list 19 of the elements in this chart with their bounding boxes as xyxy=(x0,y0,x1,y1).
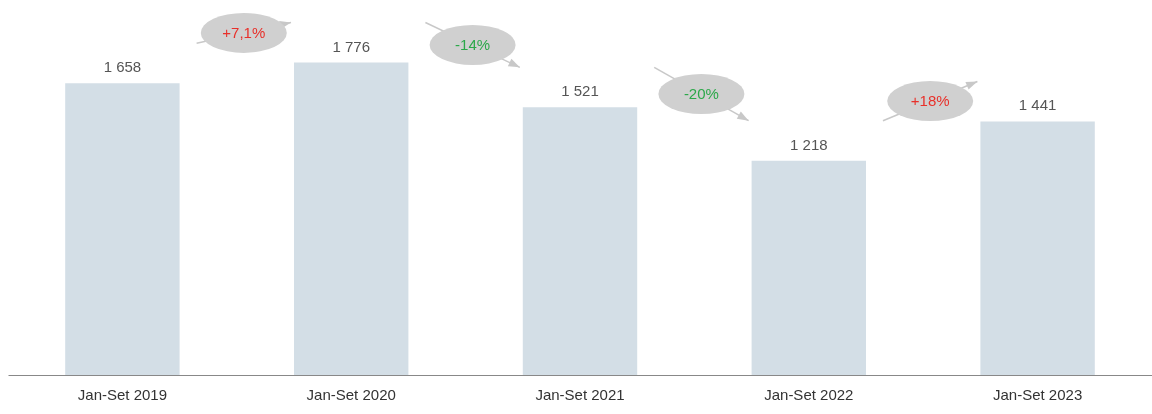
bar xyxy=(65,83,180,375)
data-label: 1 658 xyxy=(103,58,142,76)
data-label: 1 441 xyxy=(1018,96,1057,114)
x-tick-label: Jan-Set 2021 xyxy=(535,385,625,403)
bar xyxy=(294,62,409,375)
bar xyxy=(751,160,866,375)
text: +7,1% xyxy=(222,23,266,41)
x-tick-label: Jan-Set 2020 xyxy=(306,385,396,403)
x-tick-label: Jan-Set 2023 xyxy=(992,385,1083,403)
bar xyxy=(980,121,1095,375)
x-tick-label: Jan-Set 2022 xyxy=(764,385,854,403)
annotation: -20% xyxy=(683,85,719,103)
x-tick-label: Jan-Set 2019 xyxy=(77,385,168,403)
text: -14% xyxy=(455,35,491,53)
bar xyxy=(522,107,638,375)
data-label: 1 218 xyxy=(790,135,828,153)
data-label: 1 776 xyxy=(332,37,370,55)
data-label: 1 521 xyxy=(561,82,599,100)
annotation: +18% xyxy=(910,92,950,110)
